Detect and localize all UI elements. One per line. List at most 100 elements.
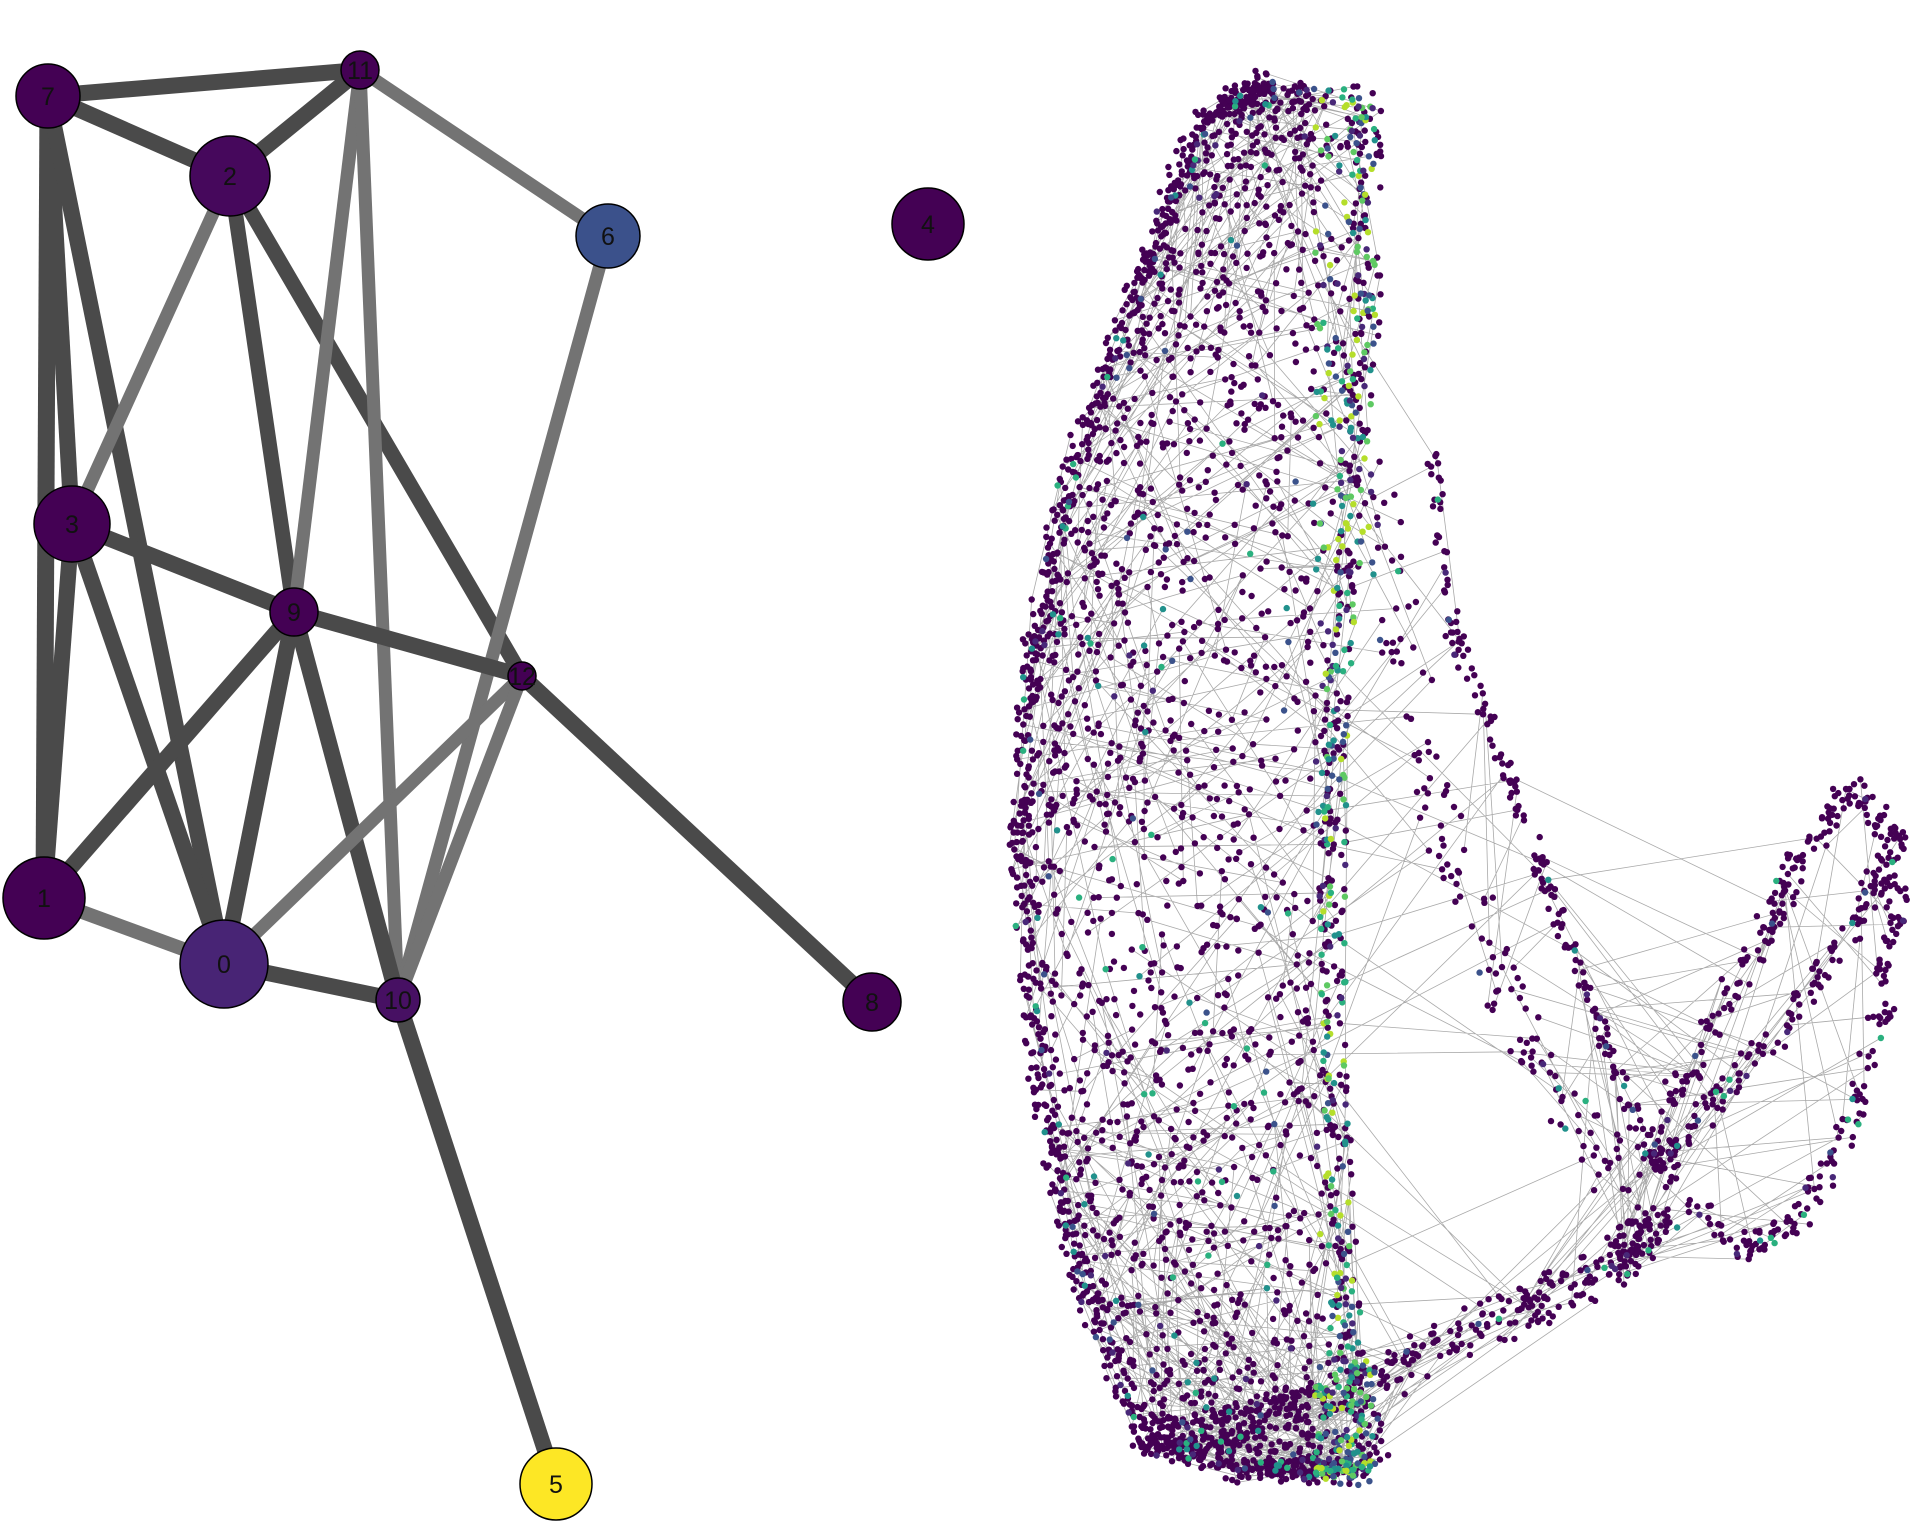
cell-point [1070,1248,1077,1256]
cell-point [1274,478,1281,485]
cell-point [1297,164,1304,171]
cell-point [1129,775,1137,782]
cell-point [1358,330,1365,338]
cell-point [1158,280,1166,287]
cell-point [1510,964,1517,971]
cell-point [1175,769,1182,776]
cell-point [1158,931,1166,938]
cell-point [1009,839,1016,847]
cell-point [1048,803,1055,810]
cell-point [1108,582,1115,589]
cell-point [1331,932,1339,939]
cell-point [1331,132,1339,140]
cell-point [1325,1242,1333,1249]
cell-point [1563,1271,1570,1279]
cell-point [1416,814,1424,821]
cell-point [1376,636,1384,644]
cell-point [1485,1296,1492,1303]
cell-point [1478,1332,1485,1340]
cell-point [1114,347,1121,355]
cell-point [1211,183,1218,191]
cell-point [1195,783,1202,791]
cell-point [1686,1196,1694,1204]
cell-point [1317,1435,1325,1442]
cell-point [1222,1350,1230,1357]
cell-point [1107,1324,1115,1331]
cell-point [1093,1209,1100,1217]
cell-point [1228,1430,1235,1437]
cell-point [1266,1251,1273,1258]
cell-point [1161,347,1169,355]
cell-point [1318,1190,1325,1197]
cell-point [1390,658,1397,665]
cell-point [1823,842,1830,849]
cell-point [1051,752,1059,759]
cell-point [1320,1414,1327,1421]
cell-point [1241,185,1249,192]
cell-point [1434,496,1442,503]
cell-point [1310,1267,1317,1275]
cell-point [1527,1054,1535,1061]
cell-point [1813,835,1820,842]
cell-point [1208,1434,1215,1442]
cell-point [1657,1145,1664,1152]
cell-point [1326,1410,1334,1418]
cell-point [1891,823,1898,831]
cell-point [1816,1173,1824,1180]
cell-point [1594,1112,1601,1119]
cell-point [1266,1034,1273,1041]
cell-point [1657,1128,1665,1135]
cell-point [1089,430,1097,438]
cell-point [1220,266,1227,273]
cell-point [1067,723,1074,730]
cell-point [1040,1066,1048,1073]
cell-point [1136,1413,1143,1421]
cell-point [1215,128,1223,136]
cell-point [1104,1354,1111,1361]
cell-point [1366,1478,1373,1485]
cell-point [1177,136,1184,144]
cell-point [1086,484,1093,492]
cell-point [1017,760,1024,768]
cell-point [1771,889,1779,897]
cell-point [1294,698,1301,706]
cell-point [1401,1391,1408,1398]
cell-point [1816,968,1823,975]
cell-point [1311,519,1318,527]
cell-point [1254,288,1262,295]
cell-point [1267,1399,1274,1406]
cell-point [1227,914,1234,921]
cell-point [1204,293,1211,300]
cell-point [1102,425,1109,432]
cell-point [1215,1189,1222,1197]
cell-point [1226,438,1233,445]
cell-point [1559,907,1566,914]
cell-point [1322,1260,1330,1267]
cell-point [1171,1415,1179,1422]
cell-point [1790,900,1797,908]
cell-point [1266,241,1273,249]
cell-point [1276,825,1283,833]
cell-point [1300,827,1307,834]
cell-point [1359,433,1367,441]
cell-point [1197,399,1204,406]
cell-point [1350,1386,1358,1393]
cell-point [1359,197,1366,204]
cell-point [1341,103,1349,111]
cell-point [1271,1448,1279,1456]
cell-point [1282,1386,1289,1394]
cell-point [1079,441,1086,448]
cell-point [1498,963,1506,971]
cell-point [1337,479,1345,486]
paga-node-circle [179,919,269,1009]
cell-point [1257,565,1264,572]
cell-point [1266,1224,1273,1232]
cell-point [1217,243,1225,250]
cell-point [1362,1430,1370,1437]
cell-point [1325,875,1332,882]
cell-point [1231,540,1239,547]
cell-point [1876,812,1884,819]
cell-point [1123,1113,1131,1120]
cell-point [1083,715,1091,722]
cell-point [1584,996,1591,1003]
